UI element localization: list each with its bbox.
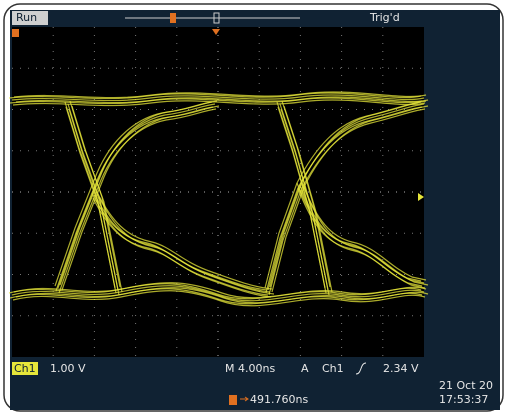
time: 17:53:37 — [439, 393, 488, 406]
position: 491.760ns — [250, 393, 308, 406]
trigger-source: Ch1 — [322, 362, 344, 375]
t-marker — [12, 29, 19, 37]
status: Run — [16, 11, 37, 24]
channel: Ch1 — [14, 362, 36, 375]
scope-screen: Run Trig'd Ch1 1.00 V M 4.00ns A Ch1 2.3… — [0, 0, 507, 415]
timebase: M 4.00ns — [225, 362, 275, 375]
position-marker — [229, 395, 237, 405]
date: 21 Oct 20 — [439, 379, 493, 392]
page: Run Trig'd Ch1 1.00 V M 4.00ns A Ch1 2.3… — [0, 0, 507, 415]
scale: 1.00 V — [50, 362, 86, 375]
trigger-status: Trig'd — [369, 11, 400, 24]
trigger-mode: A — [301, 362, 309, 375]
trigger-marker — [170, 13, 176, 23]
trigger-level: 2.34 V — [383, 362, 419, 375]
